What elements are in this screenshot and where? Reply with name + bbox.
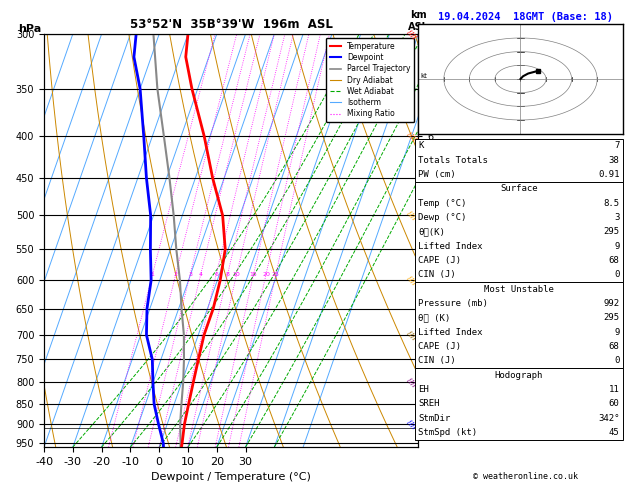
Y-axis label: Mixing Ratio (g/kg): Mixing Ratio (g/kg)	[436, 201, 445, 280]
Text: ////: ////	[406, 28, 417, 40]
Text: hPa: hPa	[18, 24, 41, 34]
Text: K: K	[418, 141, 424, 150]
Text: ////: ////	[406, 210, 417, 221]
Text: CAPE (J): CAPE (J)	[418, 342, 461, 351]
Text: SREH: SREH	[418, 399, 440, 408]
Text: 8: 8	[226, 272, 230, 277]
Text: 68: 68	[609, 342, 620, 351]
Text: 68: 68	[609, 256, 620, 265]
Text: Totals Totals: Totals Totals	[418, 156, 488, 165]
Text: StmSpd (kt): StmSpd (kt)	[418, 428, 477, 437]
Text: © weatheronline.co.uk: © weatheronline.co.uk	[473, 472, 577, 481]
Text: 1: 1	[150, 272, 155, 277]
Text: Hodograph: Hodograph	[495, 370, 543, 380]
Text: 8.5: 8.5	[603, 198, 620, 208]
Text: 15: 15	[250, 272, 257, 277]
Text: 9: 9	[614, 328, 620, 337]
Text: Pressure (mb): Pressure (mb)	[418, 299, 488, 308]
Text: θᴇ(K): θᴇ(K)	[418, 227, 445, 236]
Text: Temp (°C): Temp (°C)	[418, 198, 467, 208]
Text: ////: ////	[406, 330, 417, 341]
Text: Surface: Surface	[500, 184, 538, 193]
Legend: Temperature, Dewpoint, Parcel Trajectory, Dry Adiabat, Wet Adiabat, Isotherm, Mi: Temperature, Dewpoint, Parcel Trajectory…	[326, 38, 415, 122]
Text: 992: 992	[603, 299, 620, 308]
Text: CIN (J): CIN (J)	[418, 270, 456, 279]
Text: 45: 45	[609, 428, 620, 437]
Text: 295: 295	[603, 313, 620, 322]
Text: CAPE (J): CAPE (J)	[418, 256, 461, 265]
Text: ////: ////	[406, 418, 417, 430]
Text: ////: ////	[406, 275, 417, 286]
Text: θᴇ (K): θᴇ (K)	[418, 313, 450, 322]
Text: ////: ////	[406, 377, 417, 388]
Text: 4: 4	[199, 272, 203, 277]
Text: 0: 0	[614, 270, 620, 279]
Text: LCL: LCL	[426, 424, 441, 433]
Text: 0.91: 0.91	[598, 170, 620, 179]
Text: Lifted Index: Lifted Index	[418, 242, 483, 251]
Text: 38: 38	[609, 156, 620, 165]
Text: ////: ////	[406, 131, 417, 142]
Text: 20: 20	[262, 272, 270, 277]
Text: 60: 60	[609, 399, 620, 408]
Text: 6: 6	[214, 272, 218, 277]
Text: 0: 0	[614, 356, 620, 365]
Text: EH: EH	[418, 385, 429, 394]
Text: Most Unstable: Most Unstable	[484, 284, 554, 294]
Text: StmDir: StmDir	[418, 414, 450, 423]
Text: 3: 3	[614, 213, 620, 222]
Text: 3: 3	[188, 272, 192, 277]
Text: Lifted Index: Lifted Index	[418, 328, 483, 337]
X-axis label: Dewpoint / Temperature (°C): Dewpoint / Temperature (°C)	[151, 472, 311, 483]
Text: 10: 10	[233, 272, 240, 277]
Text: CIN (J): CIN (J)	[418, 356, 456, 365]
Text: 295: 295	[603, 227, 620, 236]
Title: 53°52'N  35B°39'W  196m  ASL: 53°52'N 35B°39'W 196m ASL	[130, 18, 333, 32]
Text: 25: 25	[272, 272, 280, 277]
Text: 7: 7	[614, 141, 620, 150]
Text: km
ASL: km ASL	[408, 10, 429, 32]
Text: 19.04.2024  18GMT (Base: 18): 19.04.2024 18GMT (Base: 18)	[438, 12, 613, 22]
Text: 2: 2	[174, 272, 178, 277]
Text: 11: 11	[609, 385, 620, 394]
Text: PW (cm): PW (cm)	[418, 170, 456, 179]
Text: kt: kt	[421, 72, 428, 79]
Text: 342°: 342°	[598, 414, 620, 423]
Text: 9: 9	[614, 242, 620, 251]
Text: Dewp (°C): Dewp (°C)	[418, 213, 467, 222]
